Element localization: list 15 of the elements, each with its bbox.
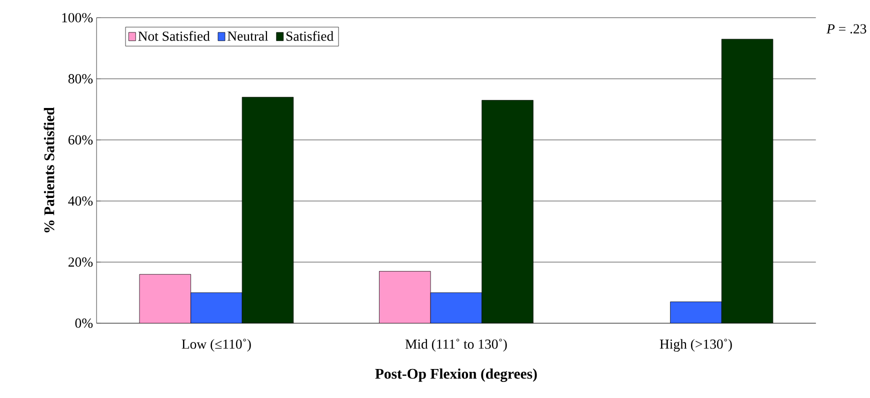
y-tick-label: 0% xyxy=(75,318,93,328)
y-tick-label: 80% xyxy=(68,74,93,84)
y-axis-title: % Patients Satisfied xyxy=(44,107,54,232)
x-axis-title: Post-Op Flexion (degrees) xyxy=(375,368,537,382)
y-tick-label: 100% xyxy=(62,13,93,22)
x-tick-label: Low (≤110˚) xyxy=(182,338,251,352)
legend-label: Satisfied xyxy=(286,30,334,41)
y-tick-label: 40% xyxy=(68,196,93,206)
legend-label: Not Satisfied xyxy=(138,30,210,41)
x-tick-label: Mid (111˚ to 130˚) xyxy=(405,338,507,352)
text: P = .23 xyxy=(826,24,866,34)
y-tick-label: 60% xyxy=(68,135,93,145)
legend-label: Neutral xyxy=(228,31,268,41)
y-tick-label: 20% xyxy=(68,257,93,267)
x-tick-label: High (>130˚) xyxy=(660,338,732,352)
